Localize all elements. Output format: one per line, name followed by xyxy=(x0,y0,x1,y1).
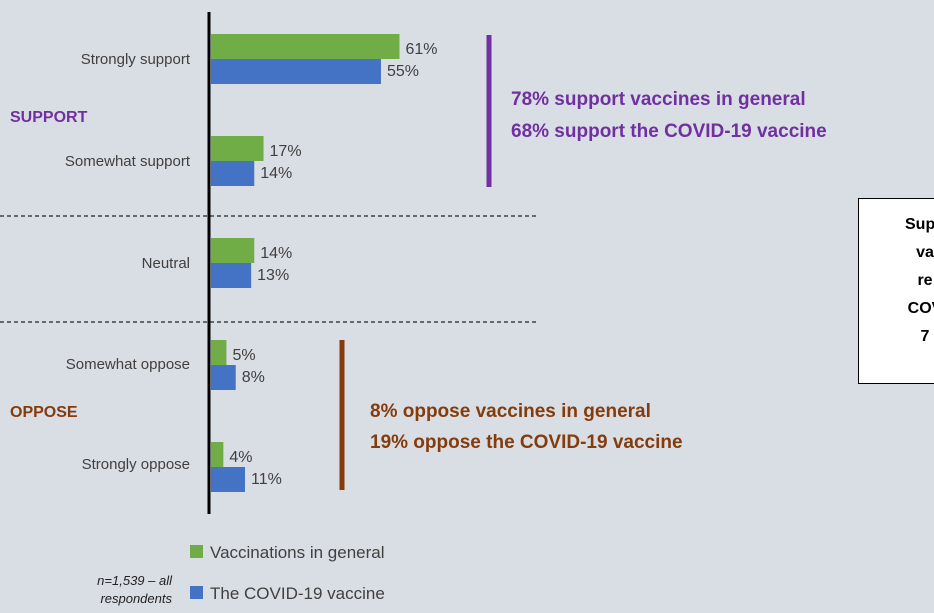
bar-strongly-support-vaccinations-in-general xyxy=(211,34,400,59)
oppose-group-label: OPPOSE xyxy=(10,404,78,421)
value-label-strongly-oppose-the-covid-19-vaccine: 11% xyxy=(251,471,282,488)
footnote-line1: n=1,539 – all xyxy=(97,573,173,588)
legend-swatch-vaccinations-general xyxy=(190,545,203,558)
value-label-strongly-support-vaccinations-in-general: 61% xyxy=(405,41,437,58)
bar-strongly-oppose-the-covid-19-vaccine xyxy=(211,467,245,492)
value-labels-layer: 61% 55% 17% 14% 14% 13% 5% 8% 4% 11% xyxy=(229,41,437,488)
legend-label-vaccinations-general: Vaccinations in general xyxy=(210,543,385,562)
bar-neutral-vaccinations-in-general xyxy=(211,238,255,263)
support-group-label: SUPPORT xyxy=(10,109,88,126)
legend-label-covid-vaccine: The COVID-19 vaccine xyxy=(210,584,385,603)
footnote-line2: respondents xyxy=(100,591,172,606)
info-box-line3: va xyxy=(916,244,934,261)
oppose-callout-line2: 19% oppose the COVID-19 vaccine xyxy=(370,432,683,453)
support-callout-line2: 68% support the COVID-19 vaccine xyxy=(511,121,827,142)
legend-swatch-covid-vaccine xyxy=(190,586,203,599)
bar-strongly-support-the-covid-19-vaccine xyxy=(211,59,381,84)
value-label-somewhat-support-vaccinations-in-general: 17% xyxy=(270,143,302,160)
category-label-strongly-oppose: Strongly oppose xyxy=(82,456,190,473)
value-label-somewhat-oppose-vaccinations-in-general: 5% xyxy=(232,347,255,364)
support-callout-line1: 78% support vaccines in general xyxy=(511,89,806,110)
value-label-strongly-oppose-vaccinations-in-general: 4% xyxy=(229,449,252,466)
info-box-line4: re xyxy=(917,272,933,289)
category-label-somewhat-support: Somewhat support xyxy=(65,153,191,170)
oppose-callout-line1: 8% oppose vaccines in general xyxy=(370,401,651,422)
bar-somewhat-oppose-the-covid-19-vaccine xyxy=(211,365,236,390)
info-box-line5: COV xyxy=(907,300,934,317)
bar-somewhat-support-vaccinations-in-general xyxy=(211,136,264,161)
bar-somewhat-support-the-covid-19-vaccine xyxy=(211,161,255,186)
bar-strongly-oppose-vaccinations-in-general xyxy=(211,442,224,467)
value-label-somewhat-support-the-covid-19-vaccine: 14% xyxy=(260,165,292,182)
category-label-strongly-support: Strongly support xyxy=(81,51,191,68)
value-label-neutral-the-covid-19-vaccine: 13% xyxy=(257,267,289,284)
value-label-neutral-vaccinations-in-general: 14% xyxy=(260,245,292,262)
bar-neutral-the-covid-19-vaccine xyxy=(211,263,252,288)
value-label-strongly-support-the-covid-19-vaccine: 55% xyxy=(387,63,419,80)
info-box-line1: Supp xyxy=(905,216,934,233)
category-label-neutral: Neutral xyxy=(142,255,190,272)
bar-somewhat-oppose-vaccinations-in-general xyxy=(211,340,227,365)
bars-layer xyxy=(211,34,400,492)
category-label-somewhat-oppose: Somewhat oppose xyxy=(66,356,190,373)
value-label-somewhat-oppose-the-covid-19-vaccine: 8% xyxy=(242,369,265,386)
info-box: Supp va re COV 7 xyxy=(858,198,934,384)
info-box-line6: 7 xyxy=(920,328,930,345)
